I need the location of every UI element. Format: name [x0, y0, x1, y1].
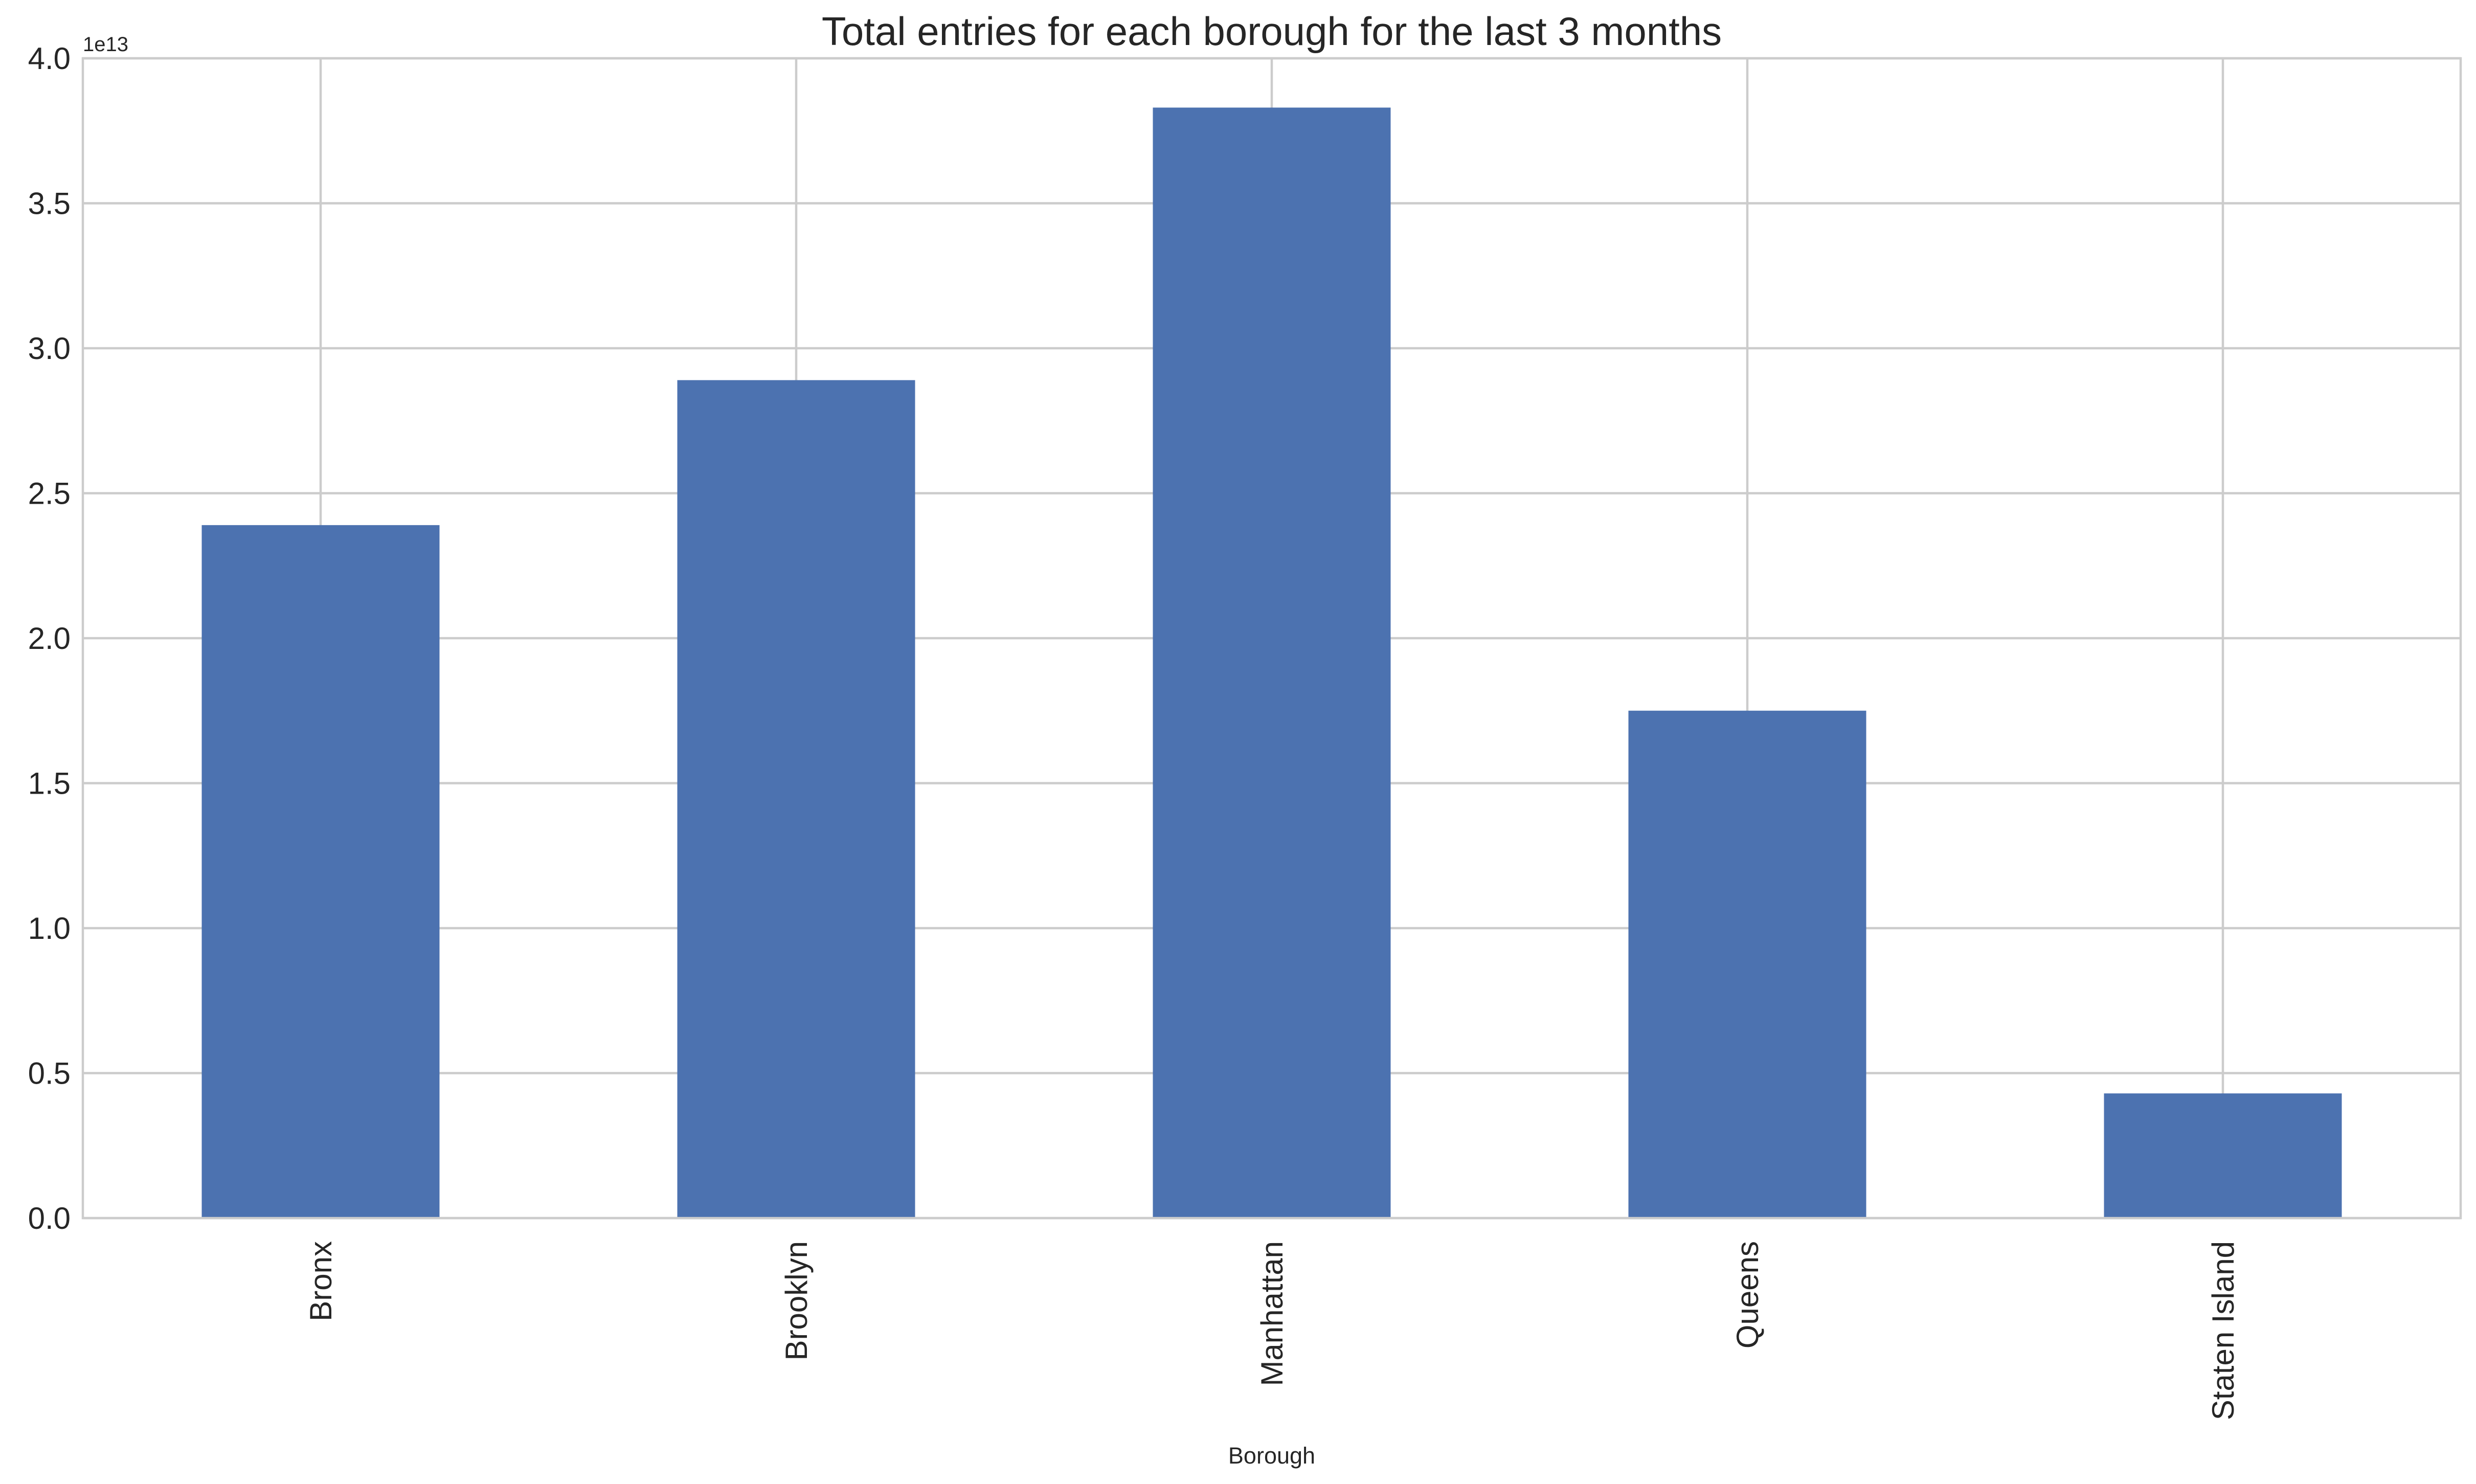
bar-bronx	[201, 525, 440, 1218]
y-tick-label: 1.5	[28, 767, 71, 801]
y-tick-label: 0.0	[28, 1201, 71, 1235]
y-tick-label: 2.0	[28, 621, 71, 656]
bar-manhattan	[1153, 107, 1391, 1219]
x-tick-label: Brooklyn	[779, 1241, 814, 1360]
x-axis-label: Borough	[1228, 1443, 1315, 1469]
y-offset-label: 1e13	[83, 33, 128, 56]
plot-frame	[81, 57, 2462, 1220]
y-tick-label: 4.0	[28, 41, 71, 76]
x-tick-label: Queens	[1730, 1241, 1765, 1348]
y-tick-label: 3.0	[28, 331, 71, 366]
y-tick-label: 1.0	[28, 911, 71, 946]
x-tick-label: Manhattan	[1255, 1241, 1289, 1386]
chart-title: Total entries for each borough for the l…	[822, 9, 1722, 54]
y-tick-label: 0.5	[28, 1056, 71, 1091]
x-tick-label: Bronx	[304, 1241, 338, 1321]
y-tick-label: 3.5	[28, 187, 71, 221]
bar-queens	[1628, 710, 1866, 1218]
bars	[201, 107, 2342, 1219]
bar-brooklyn	[677, 380, 915, 1218]
x-tick-labels: Bronx Brooklyn Manhattan Queens Staten Islan…	[304, 1241, 2240, 1420]
y-tick-label: 2.5	[28, 477, 71, 511]
bar-staten-island	[2104, 1093, 2342, 1218]
y-tick-labels: 0.0 0.5 1.0 1.5 2.0 2.5 3.0 3.5 4.0	[28, 41, 71, 1235]
x-tick-label: Staten Island	[2206, 1241, 2240, 1420]
